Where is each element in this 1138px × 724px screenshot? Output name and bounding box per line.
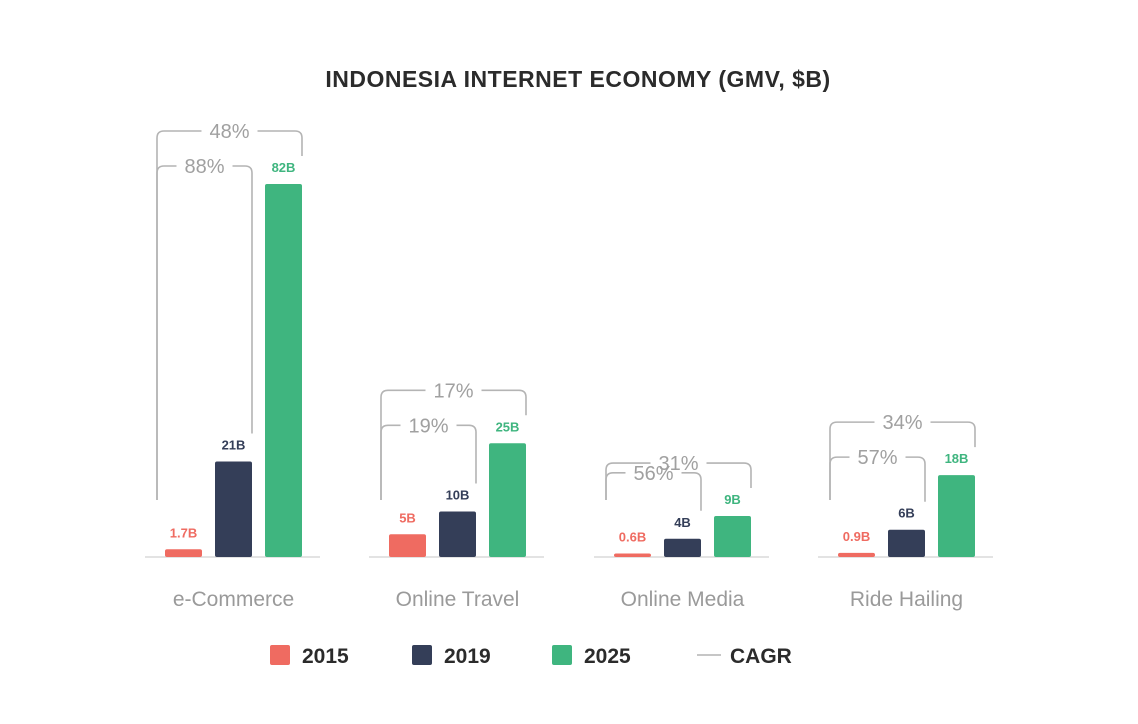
cagr-bracket-2015-2019-online-media: 56% [605, 463, 702, 511]
cagr-bracket-2015-2025-online-travel-label: 17% [433, 380, 473, 402]
bar-online-travel-2019 [439, 511, 476, 557]
category-label-ride-hailing: Ride Hailing [850, 588, 963, 611]
legend-label-cagr: CAGR [730, 645, 792, 668]
cagr-bracket-2015-2019-online-media-line [605, 472, 702, 511]
category-label-online-media: Online Media [621, 588, 745, 611]
data-label-ride-hailing-2019: 6B [898, 506, 915, 521]
legend-label-2025: 2025 [584, 645, 631, 668]
cagr-bracket-2015-2019-ride-hailing: 57% [829, 447, 926, 502]
legend-item-2019: 2019 [412, 645, 491, 668]
legend-item-2025: 2025 [552, 645, 631, 668]
data-label-ride-hailing-2025: 18B [945, 451, 969, 466]
data-label-e-commerce-2015: 1.7B [170, 525, 197, 540]
bar-group-e-commerce: 1.7B 21B 82B e-Commerce [145, 160, 320, 611]
bar-e-commerce-2015 [165, 549, 202, 557]
data-label-online-travel-2015: 5B [399, 510, 416, 525]
bar-online-travel-2015 [389, 534, 426, 557]
legend-label-2015: 2015 [302, 645, 349, 668]
bar-group-online-travel: 5B 10B 25B Online Travel [369, 419, 544, 611]
cagr-bracket-2015-2025-online-travel-line [380, 389, 527, 500]
bar-online-media-2015 [614, 553, 651, 557]
bar-ride-hailing-2015 [838, 552, 875, 557]
cagr-bracket-2015-2019-ride-hailing-label: 57% [857, 447, 897, 469]
bar-ride-hailing-2019 [888, 529, 925, 557]
data-label-ride-hailing-2015: 0.9B [843, 529, 870, 544]
data-label-online-travel-2019: 10B [446, 488, 470, 503]
chart-title: INDONESIA INTERNET ECONOMY (GMV, $B) [325, 66, 830, 92]
cagr-bracket-2015-2019-e-commerce-line [156, 165, 253, 500]
cagr-bracket-2015-2025-e-commerce-label: 48% [209, 121, 249, 143]
data-label-online-media-2025: 9B [724, 492, 741, 507]
data-label-online-media-2019: 4B [674, 515, 691, 530]
category-label-e-commerce: e-Commerce [173, 588, 294, 611]
cagr-bracket-2015-2025-online-media-label: 31% [658, 453, 698, 475]
legend-label-2019: 2019 [444, 645, 491, 668]
cagr-bracket-2015-2025-ride-hailing: 34% [829, 412, 976, 500]
bars-layer: 1.7B 21B 82B e-Commerce 5B 10B 25B Online Trave… [145, 160, 993, 611]
data-label-e-commerce-2019: 21B [222, 437, 246, 452]
bar-online-media-2019 [664, 538, 701, 557]
data-label-e-commerce-2025: 82B [272, 160, 296, 175]
category-label-online-travel: Online Travel [396, 588, 520, 611]
cagr-bracket-2015-2025-ride-hailing-label: 34% [882, 412, 922, 434]
cagr-bracket-2015-2025-online-media-line [605, 462, 752, 500]
legend-swatch-2015 [270, 645, 290, 665]
bar-group-online-media: 0.6B 4B 9B Online Media [594, 492, 769, 611]
legend-item-2015: 2015 [270, 645, 349, 668]
cagr-bracket-2015-2019-e-commerce: 88% [156, 156, 253, 500]
data-label-online-travel-2025: 25B [496, 419, 520, 434]
cagr-bracket-2015-2019-ride-hailing-line [829, 456, 926, 502]
bar-online-travel-2025 [489, 443, 526, 557]
cagr-bracket-2015-2019-online-travel: 19% [380, 415, 477, 500]
cagr-bracket-2015-2019-e-commerce-label: 88% [184, 156, 224, 178]
bar-online-media-2025 [714, 516, 751, 557]
bar-e-commerce-2025 [265, 184, 302, 557]
cagr-bracket-2015-2025-e-commerce-line [156, 130, 303, 500]
bar-group-ride-hailing: 0.9B 6B 18B Ride Hailing [818, 451, 993, 611]
cagr-bracket-2015-2025-ride-hailing-line [829, 421, 976, 500]
cagr-brackets-layer: 48% 88% 17% 19% 31%56% 34% 57% [156, 121, 976, 511]
cagr-bracket-2015-2025-online-media: 31% [605, 453, 752, 500]
bar-e-commerce-2019 [215, 461, 252, 557]
legend-swatch-2025 [552, 645, 572, 665]
legend-item-cagr: CAGR [697, 645, 792, 668]
chart-legend: 2015 2019 2025 CAGR [270, 645, 792, 668]
cagr-bracket-2015-2025-online-travel: 17% [380, 380, 527, 500]
cagr-bracket-2015-2019-online-media-label: 56% [633, 463, 673, 485]
data-label-online-media-2015: 0.6B [619, 530, 646, 545]
cagr-bracket-2015-2025-e-commerce: 48% [156, 121, 303, 500]
cagr-bracket-2015-2019-online-travel-label: 19% [408, 415, 448, 437]
legend-swatch-2019 [412, 645, 432, 665]
bar-ride-hailing-2025 [938, 475, 975, 557]
cagr-bracket-2015-2019-online-travel-line [380, 424, 477, 500]
